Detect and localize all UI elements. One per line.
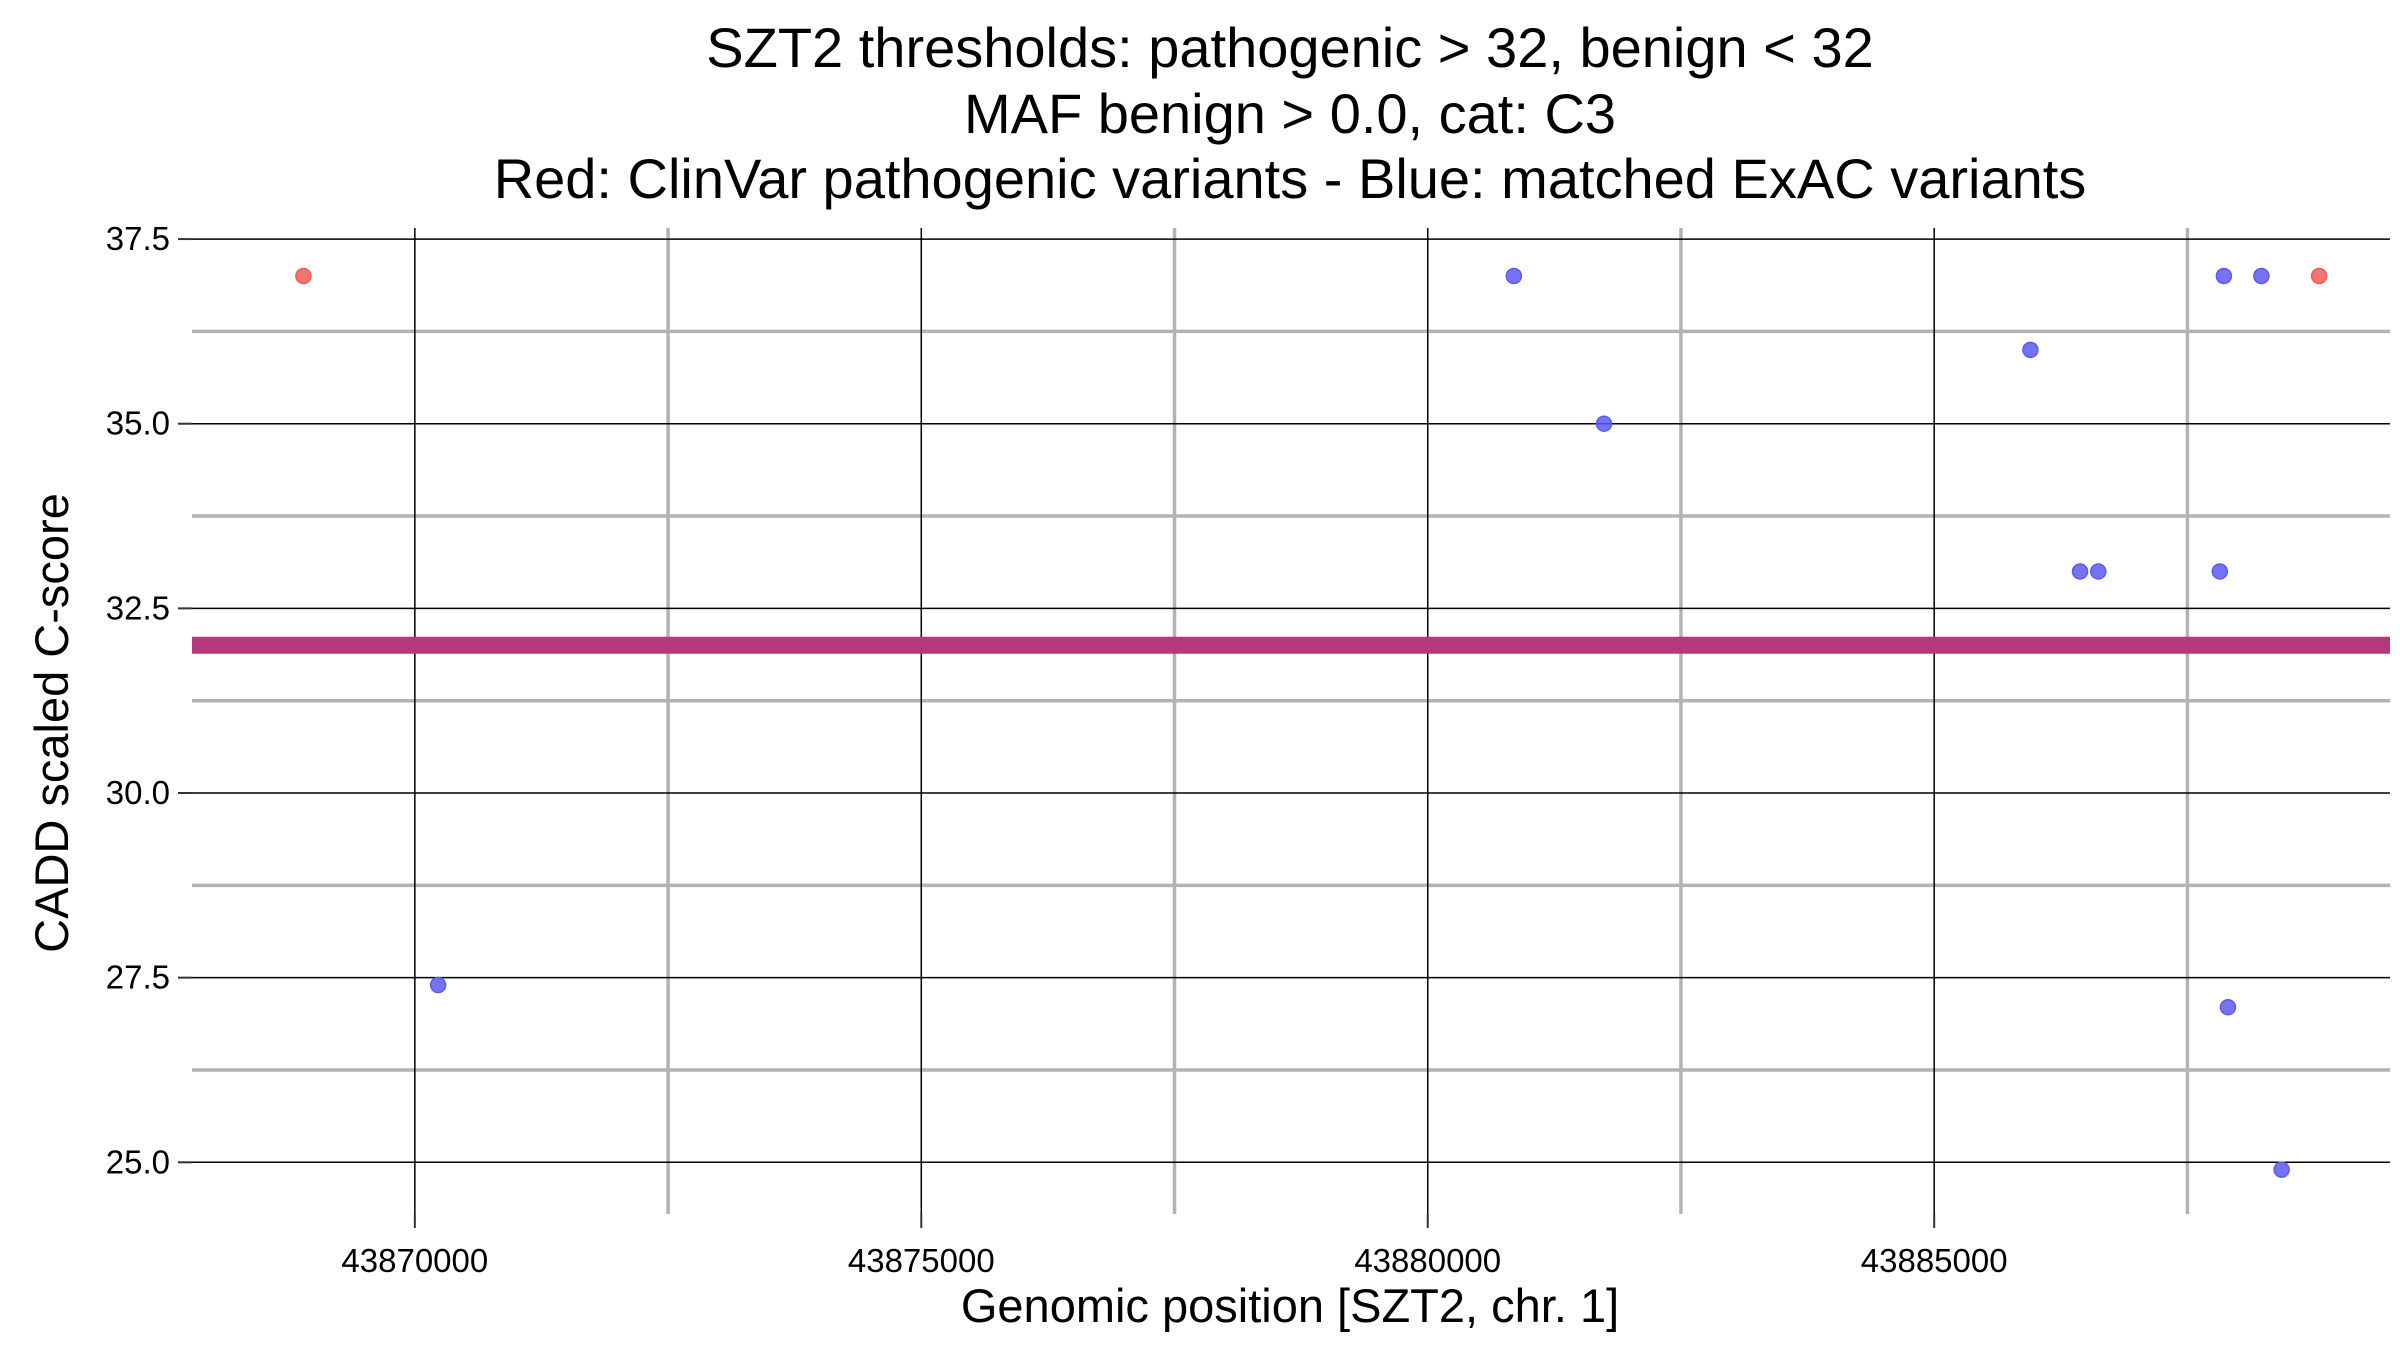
x-tick-label: 43875000	[848, 1242, 995, 1279]
y-axis-title: CADD scaled C-score	[25, 493, 78, 953]
matched-point	[2022, 341, 2039, 359]
matched-point	[1505, 267, 1523, 285]
matched-point	[2211, 563, 2229, 580]
matched-point	[1595, 415, 1613, 432]
matched-point	[2273, 1161, 2290, 1178]
pathogenic-point	[2310, 267, 2328, 285]
y-tick-label: 27.5	[106, 959, 170, 996]
matched-point	[429, 976, 447, 994]
x-axis-title: Genomic position [SZT2, chr. 1]	[961, 1279, 1619, 1332]
pathogenic-point	[295, 267, 312, 285]
matched-point	[2253, 267, 2270, 285]
chart-title-line-1: SZT2 thresholds: pathogenic > 32, benign…	[706, 16, 1873, 79]
matched-point	[2090, 563, 2107, 580]
y-tick-label: 25.0	[106, 1143, 170, 1180]
y-axis-ticks: 25.0 27.5 30.0 32.5 35.0 37.5	[106, 220, 192, 1180]
y-tick-label: 30.0	[106, 774, 170, 811]
major-gridlines	[192, 228, 2390, 1214]
x-tick-label: 43880000	[1354, 1242, 1501, 1279]
y-tick-label: 37.5	[106, 220, 170, 257]
chart-title: SZT2 thresholds: pathogenic > 32, benign…	[494, 16, 2087, 210]
minor-gridlines	[192, 228, 2390, 1214]
x-axis-ticks: 43870000 43875000 43880000 43885000	[341, 1214, 2008, 1279]
chart-title-line-3: Red: ClinVar pathogenic variants - Blue:…	[494, 147, 2087, 210]
x-tick-label: 43885000	[1861, 1242, 2008, 1279]
matched-point	[2219, 998, 2237, 1016]
chart-title-line-2: MAF benign > 0.0, cat: C3	[964, 82, 1616, 145]
data-points	[295, 267, 2328, 1178]
matched-point	[2215, 267, 2233, 285]
y-tick-label: 35.0	[106, 405, 170, 442]
matched-point	[2071, 563, 2089, 580]
y-tick-label: 32.5	[106, 589, 170, 626]
x-tick-label: 43870000	[341, 1242, 488, 1279]
